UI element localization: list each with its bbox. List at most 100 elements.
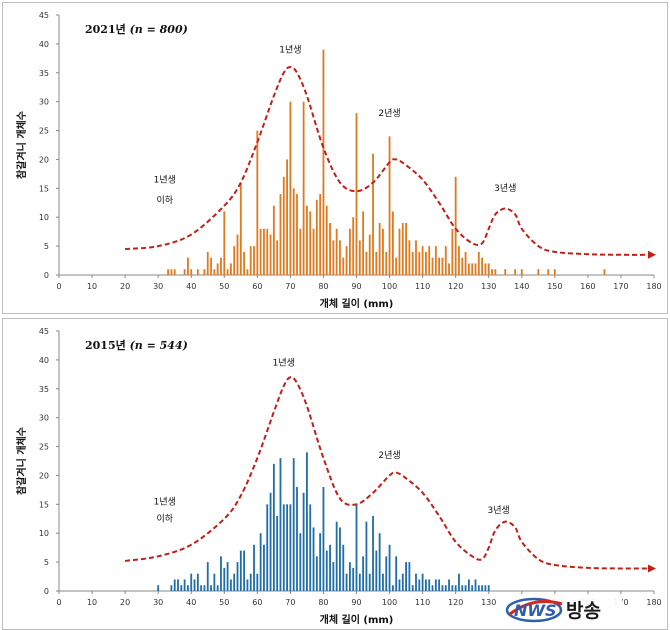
histogram-bar: [388, 136, 391, 275]
histogram-bar: [216, 263, 219, 275]
histogram-bar: [272, 205, 275, 275]
x-tick-label: 10: [87, 598, 97, 607]
histogram-bar: [325, 205, 328, 275]
histogram-bar: [319, 194, 322, 275]
histogram-bar: [170, 585, 173, 591]
histogram-bar: [339, 240, 341, 275]
y-tick-label: 40: [39, 356, 49, 365]
x-tick-label: 100: [382, 282, 397, 291]
y-tick-label: 5: [44, 242, 49, 251]
histogram-bar: [335, 521, 338, 591]
age-class-label: 3년생: [494, 183, 516, 194]
age-class-label: 이하: [156, 195, 173, 206]
histogram-bar: [358, 573, 361, 591]
x-tick-label: 90: [351, 598, 361, 607]
histogram-bar: [382, 228, 384, 275]
histogram-bar: [494, 269, 497, 275]
age-class-curve: [125, 65, 655, 256]
histogram-bar: [477, 585, 480, 591]
histogram-bar: [183, 269, 186, 275]
histogram-bar: [229, 263, 232, 275]
histogram-bar: [451, 585, 454, 591]
x-tick-label: 180: [646, 282, 661, 291]
histogram-bar: [481, 585, 484, 591]
histogram-bar: [306, 452, 308, 591]
y-tick-label: 30: [39, 414, 49, 423]
histogram-bar: [322, 487, 325, 591]
histogram-bar: [289, 504, 292, 591]
x-tick-label: 90: [351, 282, 361, 291]
histogram-bar: [246, 579, 249, 591]
histogram-bar: [467, 579, 470, 591]
y-tick-label: 30: [39, 98, 49, 107]
histogram-bar: [537, 269, 540, 275]
histogram-bar: [183, 579, 186, 591]
chart-2021-svg: 0 5 10 15 20 25 30 35 40 45 0 10 20 30 40 50 60 70 80 90 100…: [15, 11, 662, 310]
histogram-bar: [547, 269, 550, 275]
age-class-label: 이하: [156, 514, 173, 525]
histogram-bar: [292, 458, 295, 591]
chart-title: 2021년 (n = 800): [85, 22, 188, 36]
histogram-bar: [375, 251, 378, 275]
histogram-bar: [368, 234, 371, 275]
y-tick-label: 5: [44, 558, 49, 567]
x-tick-label: 0: [56, 598, 61, 607]
x-tick-label: 170: [613, 282, 628, 291]
histogram-bar: [213, 269, 216, 275]
histogram-bar: [401, 573, 404, 591]
histogram-bar: [302, 101, 305, 276]
histogram-bar: [388, 544, 391, 591]
y-tick-label: 10: [39, 213, 49, 222]
histogram-bar: [289, 101, 292, 276]
y-tick-label: 0: [44, 271, 49, 280]
histogram-bar: [269, 234, 272, 275]
histogram-bar: [239, 182, 242, 275]
x-tick-label: 60: [252, 598, 262, 607]
histogram-bar: [206, 251, 209, 275]
x-tick-label: 60: [252, 282, 262, 291]
histogram-bar: [272, 463, 275, 591]
histogram-bar: [243, 550, 246, 591]
histogram-bar: [259, 228, 262, 275]
histogram-bar: [180, 585, 183, 591]
histogram-bar: [375, 550, 378, 591]
histogram-bar: [253, 544, 255, 591]
histogram-bar: [434, 246, 437, 275]
histogram-bar: [239, 550, 242, 591]
histogram-bar: [306, 205, 308, 275]
y-tick-label: 40: [39, 40, 49, 49]
histogram-bar: [411, 251, 414, 275]
histogram-bar: [415, 573, 417, 591]
histogram-bar: [173, 579, 176, 591]
x-tick-label: 160: [580, 282, 595, 291]
histogram-bar: [282, 176, 285, 275]
histogram-bar: [487, 585, 490, 591]
histogram-bar: [236, 562, 239, 591]
histogram-bar: [481, 257, 484, 275]
histogram-bar: [309, 504, 312, 591]
histogram-bar: [398, 228, 401, 275]
x-tick-label: 30: [153, 598, 163, 607]
age-class-label: 3년생: [487, 505, 509, 516]
histogram-bar: [259, 533, 262, 591]
x-tick-label: 120: [448, 282, 463, 291]
histogram-bar: [418, 579, 421, 591]
histogram-bar: [391, 211, 394, 275]
histogram-bar: [362, 211, 365, 275]
histogram-bar: [355, 504, 358, 591]
histogram-bar: [448, 579, 450, 591]
x-tick-label: 130: [481, 598, 496, 607]
histogram-bar: [428, 246, 431, 275]
histogram-bar: [401, 223, 404, 275]
histogram-bar: [190, 269, 193, 275]
histogram-bar: [395, 556, 398, 591]
histogram-bar: [296, 487, 298, 591]
chart-panel-2015: 0 5 10 15 20 25 30 35 40 45 0 10 20 30 40 50 60 70 80 90 100…: [2, 318, 668, 630]
x-tick-label: 150: [547, 282, 562, 291]
histogram-bar: [421, 573, 424, 591]
age-class-label: 2년생: [378, 450, 400, 461]
histogram-bar: [348, 562, 351, 591]
histogram-bar: [263, 544, 265, 591]
chart-title-year: 2015년: [85, 338, 130, 352]
histogram-bar: [458, 246, 460, 275]
